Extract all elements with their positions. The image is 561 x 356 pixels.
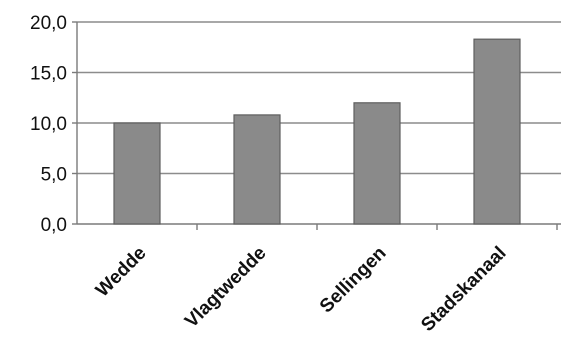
bar-stadskanaal bbox=[473, 38, 521, 225]
y-tick-label: 5,0 bbox=[41, 165, 67, 186]
x-category-label: Wedde bbox=[92, 243, 151, 302]
y-tick-label: 0,0 bbox=[41, 215, 67, 236]
y-tick-label: 20,0 bbox=[30, 13, 67, 34]
y-tick-label: 15,0 bbox=[30, 64, 67, 85]
bar-layer bbox=[113, 38, 521, 225]
y-tick-label: 10,0 bbox=[30, 114, 67, 135]
x-category-label: Vlagtwedde bbox=[181, 243, 271, 333]
bar-wedde bbox=[113, 122, 161, 225]
x-category-label: Sellingen bbox=[316, 243, 391, 318]
bar-sellingen bbox=[353, 102, 401, 225]
x-category-label: Stadskanaal bbox=[417, 243, 510, 336]
bar-vlagtwedde bbox=[233, 114, 281, 225]
